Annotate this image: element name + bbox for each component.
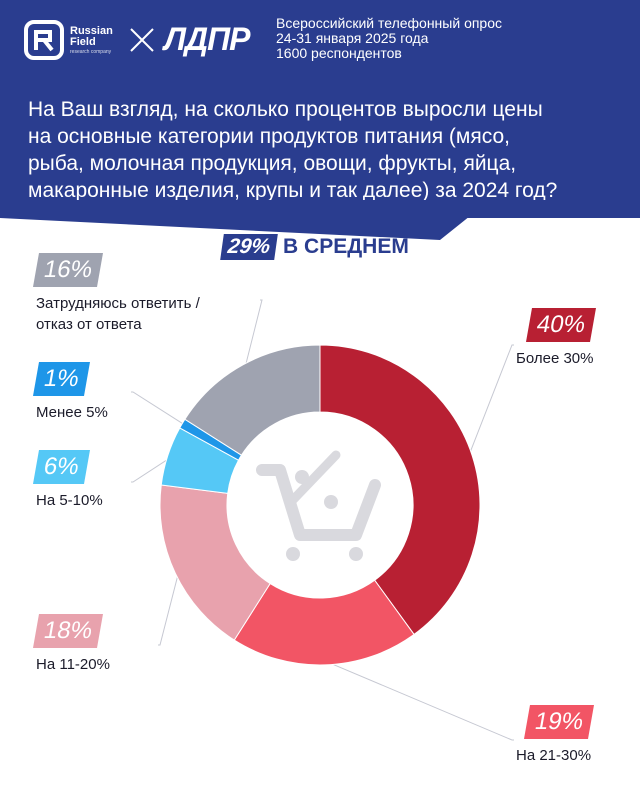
slice-label: 40% Более 30%	[516, 308, 597, 369]
slice-label: 18% На 11-20%	[33, 614, 110, 675]
leader-line	[131, 391, 186, 427]
average-badge: 29% В СРЕДНЕМ	[220, 232, 409, 262]
slice-category: На 11-20%	[36, 656, 110, 673]
russian-field-logo-icon	[24, 20, 64, 60]
slice-label: 6% На 5-10%	[33, 450, 103, 511]
slice-category: Менее 5%	[36, 404, 108, 421]
slice-label: 16% Затрудняюсь ответить / отказ от ответа	[33, 253, 200, 335]
donut-slice	[319, 344, 481, 636]
donut-slice	[184, 344, 321, 456]
shopping-cart-percent-icon	[256, 450, 381, 561]
slice-category: Более 30%	[516, 350, 594, 367]
leader-line	[131, 456, 172, 483]
slice-category: На 5-10%	[36, 492, 103, 509]
leader-line	[467, 344, 514, 457]
survey-line: 1600 респондентов	[276, 45, 402, 61]
slice-category: На 21-30%	[516, 747, 592, 764]
slice-percent: 1%	[33, 362, 90, 396]
slice-percent: 6%	[33, 450, 90, 484]
donut-slice	[233, 579, 415, 666]
leader-lines	[131, 299, 514, 741]
question-line: На Ваш взгляд, на сколько процентов выро…	[28, 98, 543, 121]
slice-category: Затрудняюсь ответить / отказ от ответа	[36, 295, 200, 333]
slice-percent: 40%	[526, 308, 597, 342]
chart-slices	[159, 344, 481, 666]
slice-label: 19% На 21-30%	[516, 705, 595, 766]
slice-percent: 19%	[524, 705, 595, 739]
slice-label: 1% Менее 5%	[33, 362, 108, 423]
slice-percent: 16%	[33, 253, 104, 287]
russian-field-logo: Russian Field research company	[24, 20, 113, 60]
leader-line	[324, 660, 514, 741]
slice-percent: 18%	[33, 614, 104, 648]
survey-line: Всероссийский телефонный опрос	[276, 15, 503, 31]
leader-line	[158, 571, 180, 646]
survey-line: 24-31 января 2025 года	[276, 30, 429, 46]
average-label: В СРЕДНЕМ	[283, 235, 409, 258]
partner-logo-text: ЛДПР	[164, 21, 250, 57]
survey-info: Всероссийский телефонный опрос 24-31 янв…	[276, 16, 502, 61]
brand-name-line1: Russian	[70, 24, 113, 37]
question-text: На Ваш взгляд, на сколько процентов выро…	[28, 96, 618, 204]
header-banner: Russian Field research company ЛДПР Всер…	[0, 0, 640, 218]
leader-line	[244, 299, 263, 369]
question-line: макаронные изделия, крупы и так далее) з…	[28, 179, 558, 202]
question-line: на основные категории продуктов питания …	[28, 125, 510, 148]
question-line: рыба, молочная продукция, овощи, фрукты,…	[28, 152, 517, 175]
brand-subtitle: research company	[70, 48, 112, 55]
header-wave	[0, 200, 640, 240]
times-icon	[130, 28, 154, 52]
brand-name-line2: Field	[70, 35, 96, 48]
